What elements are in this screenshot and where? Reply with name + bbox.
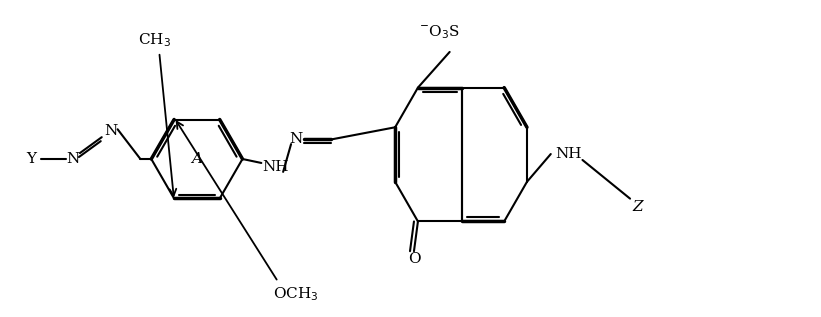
Text: OCH$_3$: OCH$_3$ [273,285,319,303]
Text: N: N [104,124,117,138]
Text: N: N [289,132,303,146]
Text: A: A [191,152,203,166]
Text: CH$_3$: CH$_3$ [138,31,171,49]
Text: NH: NH [262,160,288,174]
Text: N: N [67,152,80,166]
Text: O: O [408,252,420,266]
Text: NH: NH [555,147,582,161]
Text: Y: Y [26,152,36,166]
Text: $^{-}$O$_3$S: $^{-}$O$_3$S [420,23,460,41]
Text: Z: Z [633,200,644,214]
